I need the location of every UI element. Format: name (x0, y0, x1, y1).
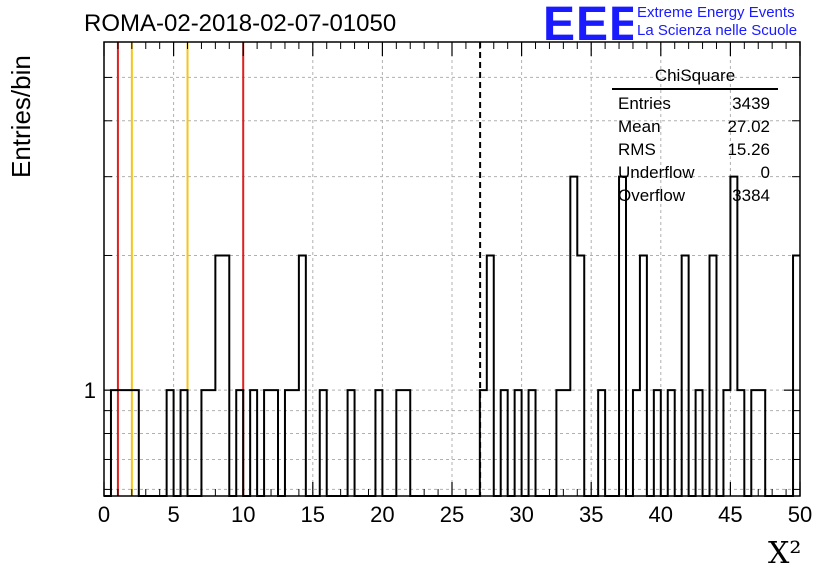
x-tick-label: 40 (649, 502, 673, 527)
x-tick-label: 25 (440, 502, 464, 527)
x-axis-label: X² (768, 536, 802, 571)
stats-row-overflow: Overflow 3384 (612, 184, 778, 207)
x-tick-label: 50 (788, 502, 812, 527)
logo-caption: Extreme Energy Events La Scienza nelle S… (637, 4, 797, 40)
stats-label: Entries (618, 94, 671, 113)
stats-label: Underflow (618, 163, 695, 182)
axis-ticks (103, 42, 801, 496)
stats-label: Overflow (618, 186, 686, 205)
stats-value: 15.26 (727, 140, 770, 159)
x-tick-label: 10 (231, 502, 255, 527)
x-tick-label: 20 (370, 502, 394, 527)
chart-title: ROMA-02-2018-02-07-01050 (84, 10, 397, 37)
eee-logo-mark: EEE (543, 0, 633, 46)
stats-row-rms: RMS 15.26 (612, 138, 778, 161)
stats-label: Mean (618, 117, 661, 136)
stats-row-mean: Mean 27.02 (612, 115, 778, 138)
x-tick-label: 30 (509, 502, 533, 527)
x-tick-labels: 0 5 10 15 20 25 30 35 40 45 50 (98, 502, 812, 527)
logo-line2: La Scienza nelle Scuole (637, 22, 798, 39)
stats-value: 27.02 (727, 117, 770, 136)
x-tick-label: 45 (718, 502, 742, 527)
stats-title: ChiSquare (612, 66, 778, 90)
x-tick-label: 5 (167, 502, 179, 527)
stats-row-entries: Entries 3439 (612, 92, 778, 115)
y-axis-label: Entries/bin (6, 55, 36, 178)
logo-line1: Extreme Energy Events (637, 4, 795, 21)
x-tick-label: 0 (98, 502, 110, 527)
eee-logo: EEE (543, 0, 633, 46)
y-tick-labels: 1 (84, 378, 96, 403)
stats-row-underflow: Underflow 0 (612, 161, 778, 184)
stats-value: 3384 (732, 186, 770, 205)
stats-value: 0 (760, 163, 770, 182)
stats-box: ChiSquare Entries 3439 Mean 27.02 RMS 15.26… (612, 66, 778, 207)
stats-label: RMS (618, 140, 656, 159)
stats-value: 3439 (732, 94, 770, 113)
y-tick-label: 1 (84, 378, 96, 403)
x-tick-label: 35 (579, 502, 603, 527)
x-tick-label: 15 (301, 502, 325, 527)
